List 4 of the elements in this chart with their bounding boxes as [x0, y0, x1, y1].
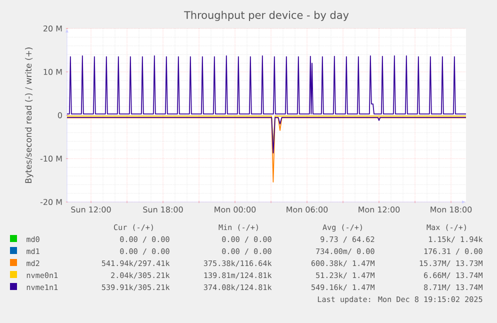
line-series: [67, 55, 466, 114]
line-series: [67, 116, 466, 154]
chart-title: Throughput per device - by day: [184, 10, 349, 21]
y-axis-title: Bytes/second read (-) / write (+): [25, 48, 34, 183]
